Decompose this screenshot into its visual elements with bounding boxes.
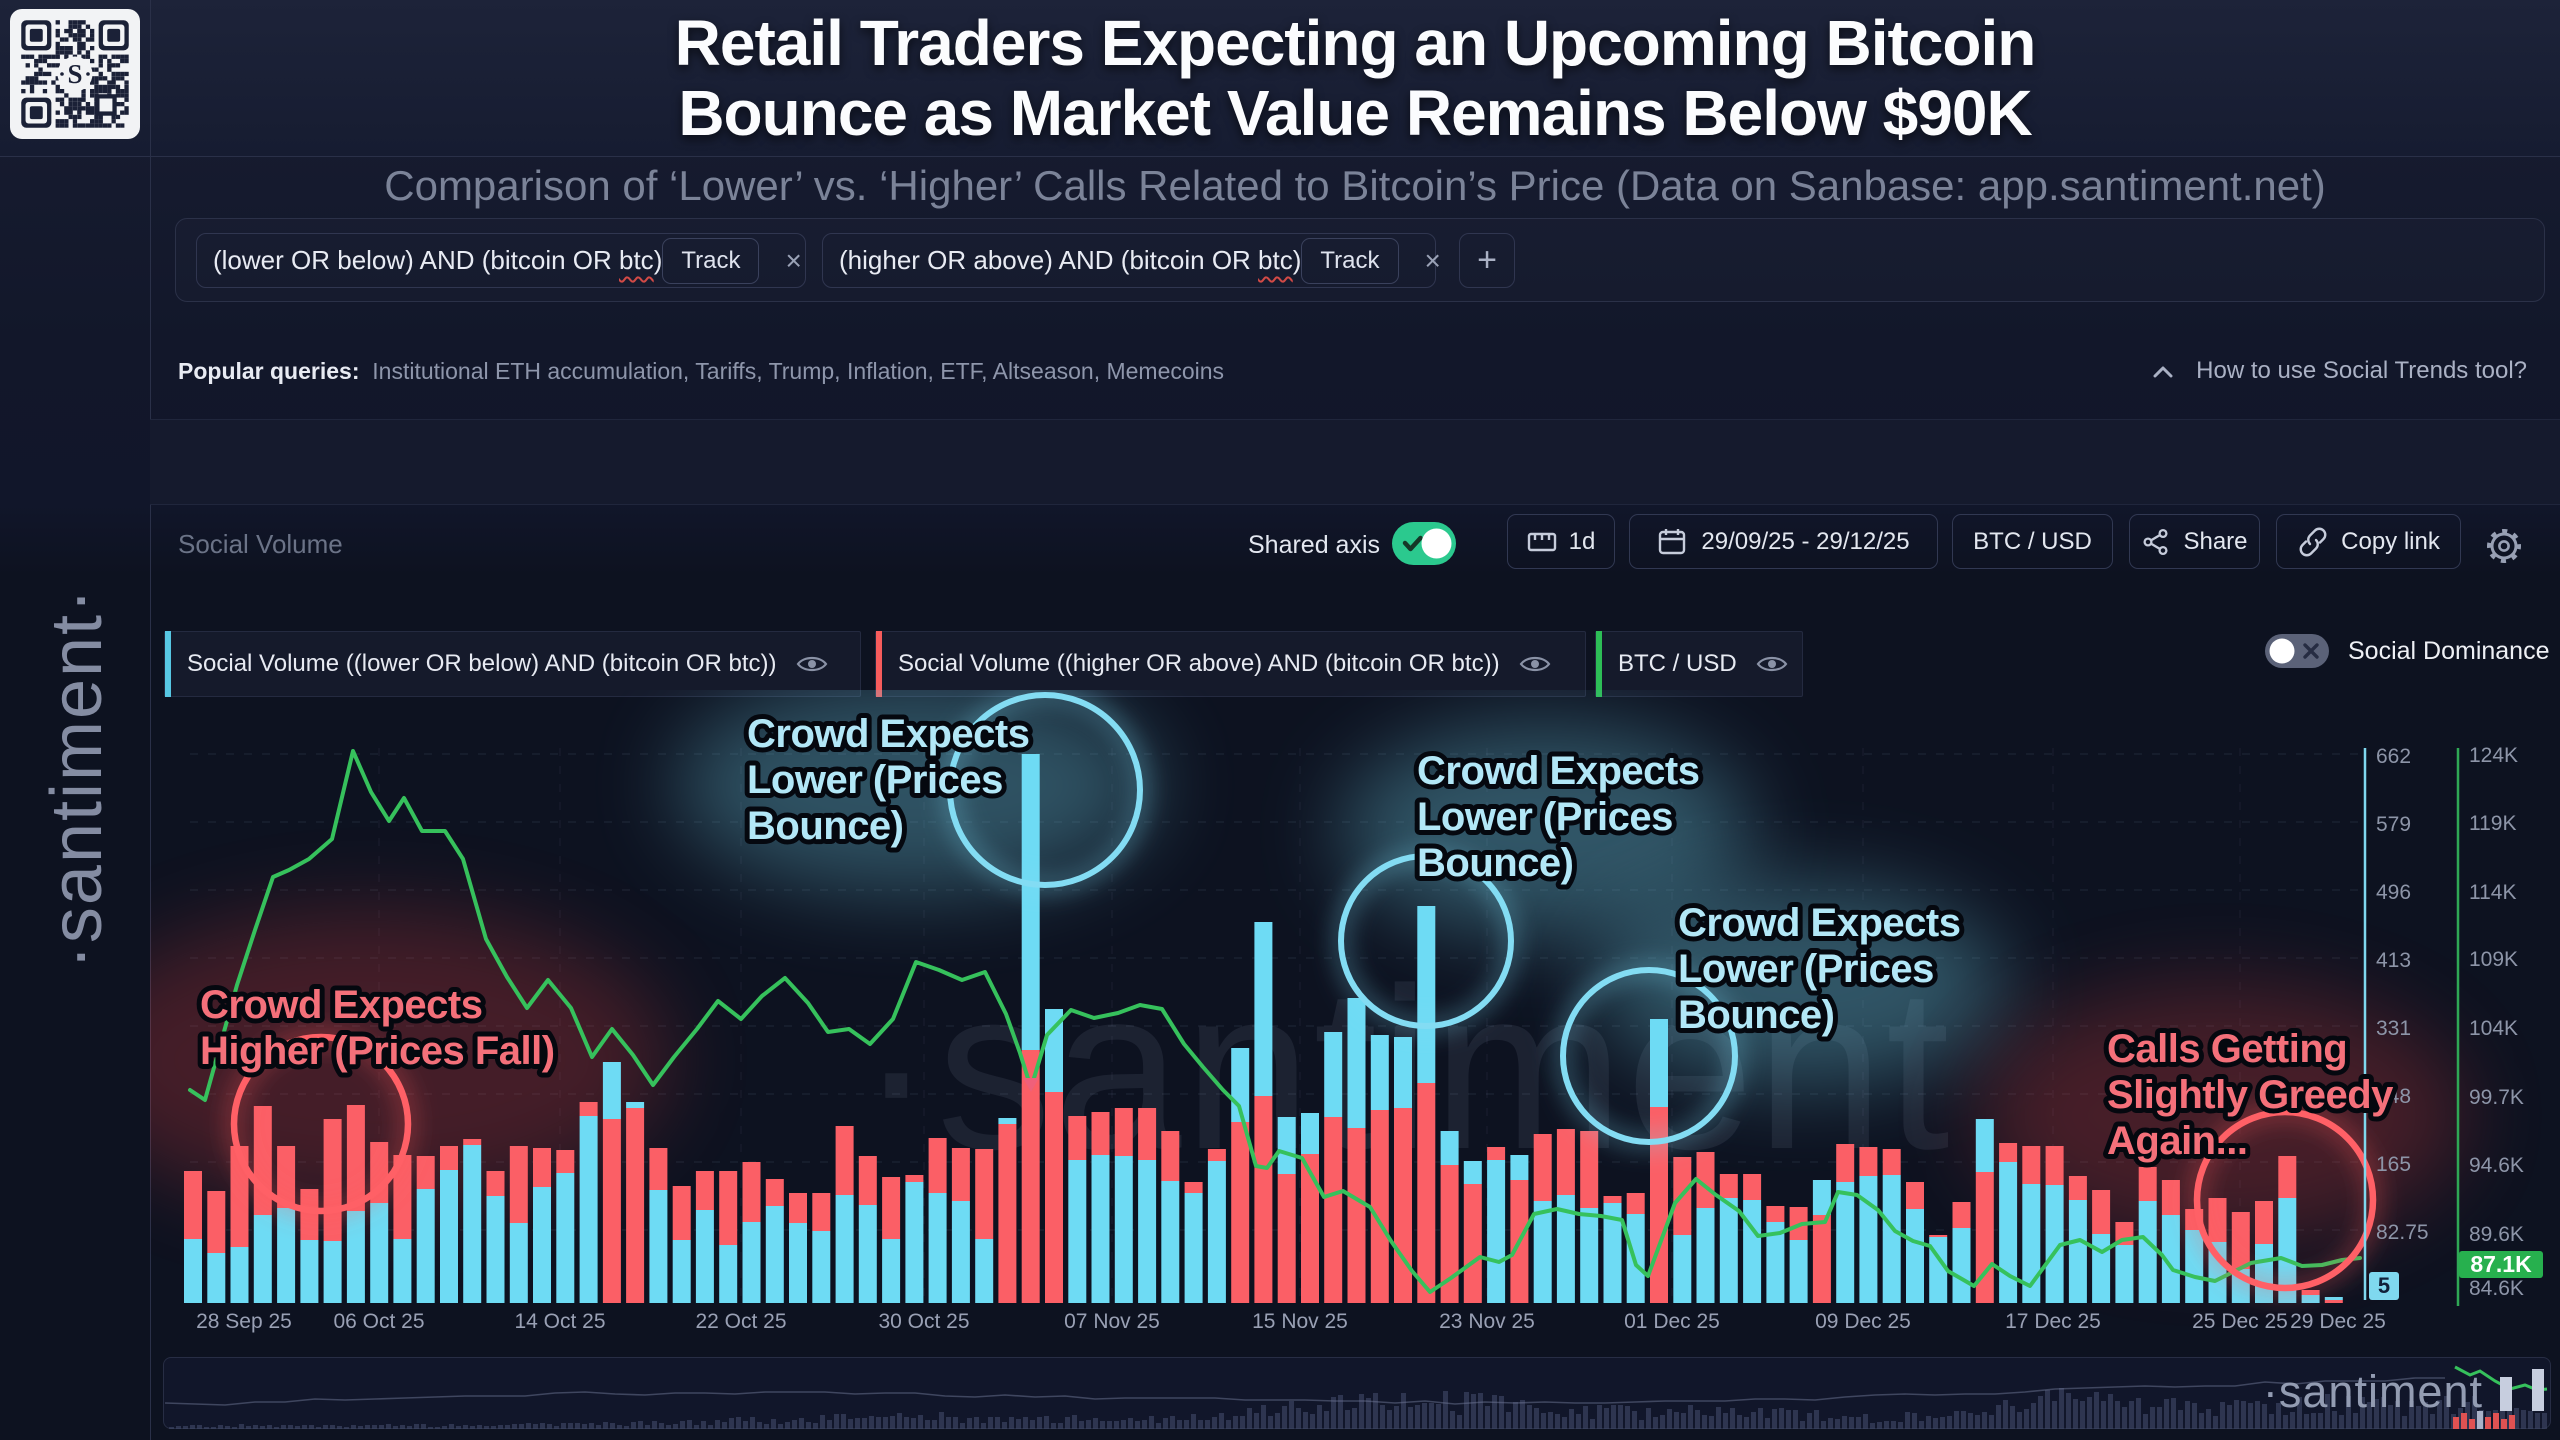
svg-text:579: 579 bbox=[2376, 813, 2411, 836]
svg-text:Lower (Prices: Lower (Prices bbox=[1417, 795, 1673, 839]
svg-text:17 Dec 25: 17 Dec 25 bbox=[2005, 1310, 2101, 1333]
svg-text:14 Oct 25: 14 Oct 25 bbox=[514, 1310, 605, 1333]
svg-text:09 Dec 25: 09 Dec 25 bbox=[1815, 1310, 1911, 1333]
svg-text:Crowd Expects: Crowd Expects bbox=[200, 983, 482, 1027]
svg-text:Slightly Greedy: Slightly Greedy bbox=[2107, 1073, 2394, 1117]
svg-text:165: 165 bbox=[2376, 1153, 2411, 1176]
svg-text:28 Sep 25: 28 Sep 25 bbox=[196, 1310, 292, 1333]
svg-text:22 Oct 25: 22 Oct 25 bbox=[695, 1310, 786, 1333]
svg-text:Again...: Again... bbox=[2107, 1119, 2247, 1163]
svg-text:87.1K: 87.1K bbox=[2470, 1251, 2532, 1277]
svg-text:07 Nov 25: 07 Nov 25 bbox=[1064, 1310, 1160, 1333]
svg-text:S: S bbox=[67, 59, 82, 89]
svg-text:30 Oct 25: 30 Oct 25 bbox=[878, 1310, 969, 1333]
svg-text:99.7K: 99.7K bbox=[2469, 1086, 2524, 1109]
svg-text:23 Nov 25: 23 Nov 25 bbox=[1439, 1310, 1535, 1333]
svg-text:Bounce): Bounce) bbox=[747, 804, 904, 848]
svg-text:5: 5 bbox=[2378, 1273, 2390, 1298]
svg-text:124K: 124K bbox=[2469, 744, 2518, 767]
svg-text:662: 662 bbox=[2376, 745, 2411, 768]
svg-text:Calls Getting: Calls Getting bbox=[2107, 1027, 2347, 1071]
svg-text:Crowd Expects: Crowd Expects bbox=[747, 712, 1029, 756]
svg-text:Higher (Prices Fall): Higher (Prices Fall) bbox=[200, 1029, 555, 1073]
svg-text:496: 496 bbox=[2376, 881, 2411, 904]
svg-text:248: 248 bbox=[2376, 1085, 2411, 1108]
svg-text:Lower (Prices: Lower (Prices bbox=[1678, 947, 1934, 991]
svg-text:Crowd Expects: Crowd Expects bbox=[1417, 749, 1699, 793]
svg-text:114K: 114K bbox=[2469, 881, 2517, 904]
svg-text:94.6K: 94.6K bbox=[2469, 1154, 2524, 1177]
svg-text:15 Nov 25: 15 Nov 25 bbox=[1252, 1310, 1348, 1333]
svg-text:Bounce): Bounce) bbox=[1417, 841, 1574, 885]
svg-text:82.75: 82.75 bbox=[2376, 1221, 2429, 1244]
svg-text:104K: 104K bbox=[2469, 1017, 2518, 1040]
svg-text:Bounce): Bounce) bbox=[1678, 993, 1835, 1037]
svg-text:06 Oct 25: 06 Oct 25 bbox=[333, 1310, 424, 1333]
svg-text:119K: 119K bbox=[2469, 812, 2517, 835]
svg-text:29 Dec 25: 29 Dec 25 bbox=[2290, 1310, 2386, 1333]
svg-text:109K: 109K bbox=[2469, 948, 2518, 971]
svg-text:25 Dec 25: 25 Dec 25 bbox=[2192, 1310, 2288, 1333]
svg-text:Crowd Expects: Crowd Expects bbox=[1678, 901, 1960, 945]
svg-text:89.6K: 89.6K bbox=[2469, 1223, 2524, 1246]
svg-text:01 Dec 25: 01 Dec 25 bbox=[1624, 1310, 1720, 1333]
svg-text:331: 331 bbox=[2376, 1017, 2411, 1040]
svg-text:84.6K: 84.6K bbox=[2469, 1277, 2524, 1300]
svg-text:Lower (Prices: Lower (Prices bbox=[747, 758, 1003, 802]
svg-text:413: 413 bbox=[2376, 949, 2411, 972]
